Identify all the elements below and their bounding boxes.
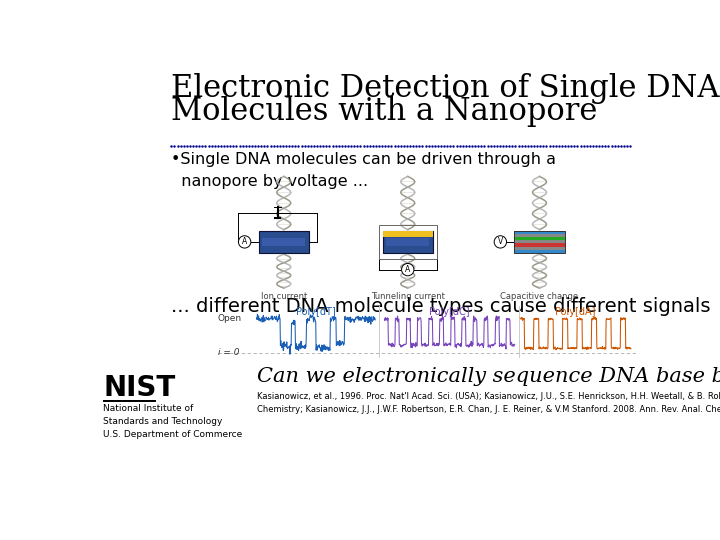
Text: National Institute of
Standards and Technology
U.S. Department of Commerce: National Institute of Standards and Tech… — [103, 404, 243, 439]
Bar — [514, 244, 564, 247]
Text: NIST: NIST — [103, 374, 176, 402]
Bar — [514, 231, 564, 253]
Text: Poly[dC]: Poly[dC] — [429, 307, 470, 318]
Bar — [262, 238, 305, 246]
Text: Poly[dT]: Poly[dT] — [296, 307, 336, 318]
Text: A: A — [242, 238, 247, 246]
Text: V: V — [498, 238, 503, 246]
Text: Kasianowicz, et al., 1996. Proc. Nat'l Acad. Sci. (USA); Kasianowicz, J.U., S.E.: Kasianowicz, et al., 1996. Proc. Nat'l A… — [256, 392, 720, 414]
Circle shape — [238, 236, 251, 248]
Bar — [514, 249, 564, 253]
Text: Ion current: Ion current — [261, 292, 307, 301]
Bar — [382, 231, 433, 237]
Bar — [514, 247, 564, 249]
Text: Capacitive change: Capacitive change — [500, 292, 579, 301]
Bar — [379, 225, 437, 259]
Text: i = 0: i = 0 — [218, 348, 239, 357]
Bar — [382, 231, 433, 253]
Circle shape — [494, 236, 507, 248]
Text: Open: Open — [218, 314, 242, 322]
Bar — [514, 234, 564, 237]
Circle shape — [402, 264, 414, 276]
Text: Can we electronically sequence DNA base by base?: Can we electronically sequence DNA base … — [256, 367, 720, 386]
Text: •Single DNA molecules can be driven through a
  nanopore by voltage ...: •Single DNA molecules can be driven thro… — [171, 152, 557, 189]
Bar — [103, 400, 156, 402]
Bar — [387, 238, 429, 246]
Text: A: A — [405, 265, 410, 274]
Text: Poly[dA]: Poly[dA] — [555, 307, 595, 318]
Text: Electronic Detection of Single DNA: Electronic Detection of Single DNA — [171, 72, 720, 104]
Text: Tunneling current: Tunneling current — [371, 292, 445, 301]
Text: Molecules with a Nanopore: Molecules with a Nanopore — [171, 96, 598, 126]
Bar — [258, 231, 309, 253]
Bar — [514, 231, 564, 234]
Text: ... different DNA molecule types cause different signals: ... different DNA molecule types cause d… — [171, 298, 711, 316]
Bar — [514, 240, 564, 244]
Bar — [514, 237, 564, 240]
